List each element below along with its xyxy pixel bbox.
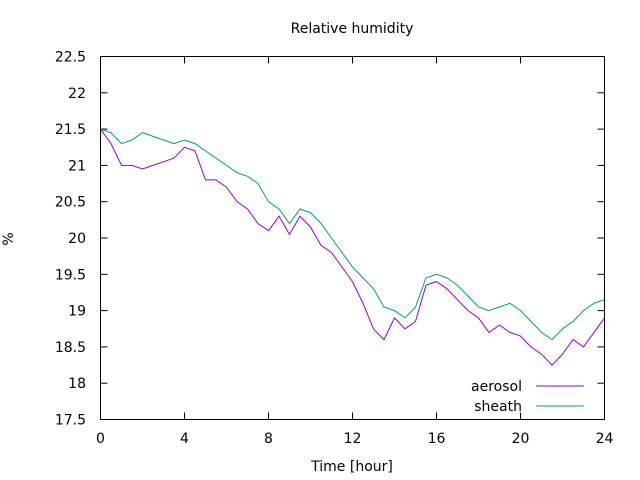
y-tick-label: 20.5 <box>55 195 86 211</box>
y-tick-label: 21.5 <box>55 122 86 138</box>
x-tick-label: 24 <box>596 431 614 447</box>
y-tick-label: 20 <box>68 231 86 247</box>
x-tick-label: 0 <box>96 431 105 447</box>
axis-ticks: 0 4 8 12 16 20 24 17.5 18 18.5 19 19.5 20 20.5 21 21.5 2… <box>55 50 614 448</box>
x-tick-label: 4 <box>180 431 189 447</box>
y-tick-label: 17.5 <box>55 413 86 429</box>
y-tick-label: 22 <box>68 86 86 102</box>
series-line-sheath <box>100 128 605 341</box>
chart-title: Relative humidity <box>291 21 414 37</box>
y-tick-label: 19.5 <box>55 267 86 283</box>
y-tick-label: 18.5 <box>55 340 86 356</box>
legend: aerosol sheath <box>471 379 584 415</box>
y-tick-label: 18 <box>68 376 86 392</box>
x-tick-label: 16 <box>428 431 446 447</box>
plot-frame <box>100 56 605 420</box>
y-tick-label: 19 <box>68 304 86 320</box>
y-tick-label: 21 <box>68 158 86 174</box>
series-line-aerosol <box>100 128 605 366</box>
x-tick-label: 20 <box>512 431 530 447</box>
y-tick-label: 22.5 <box>55 50 86 66</box>
x-axis-label: Time [hour] <box>310 459 393 475</box>
x-tick-label: 8 <box>264 431 273 447</box>
y-axis-label: % <box>1 232 17 245</box>
x-tick-label: 12 <box>344 431 362 447</box>
legend-label-sheath: sheath <box>474 399 522 415</box>
legend-label-aerosol: aerosol <box>471 379 522 395</box>
series-layer <box>100 128 605 366</box>
